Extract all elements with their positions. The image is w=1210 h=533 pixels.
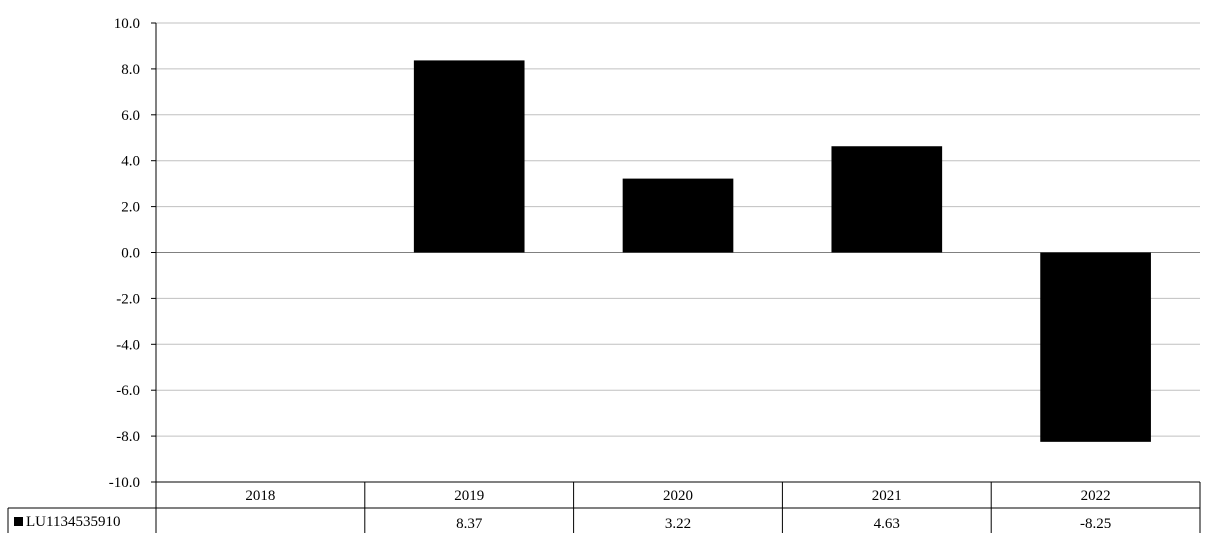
y-axis: 10.0 8.0 6.0 4.0 2.0 0.0 -2.0 -4.0 -6.0 -8.0 -10.0 xyxy=(109,16,157,491)
data-table: 2018 2019 2020 2021 2022 LU1134535910 8.37 3.22… xyxy=(7,481,1201,533)
data-table-value: 8.37 xyxy=(456,516,483,532)
legend-series-name: LU1134535910 xyxy=(26,514,120,530)
bar-2022 xyxy=(1040,252,1151,442)
y-tick-label: -10.0 xyxy=(109,475,140,491)
x-category-label: 2021 xyxy=(872,488,902,504)
x-category-label: 2020 xyxy=(663,488,693,504)
y-tick-label: 8.0 xyxy=(121,62,140,78)
y-tick-label: -8.0 xyxy=(116,429,140,445)
y-tick-label: 6.0 xyxy=(121,108,140,124)
bar-2019 xyxy=(413,60,525,253)
bar-2021 xyxy=(831,146,943,253)
x-category-label: 2022 xyxy=(1081,488,1111,504)
y-tick-label: 2.0 xyxy=(121,200,140,216)
bar-2020 xyxy=(622,178,734,253)
y-tick-label: -6.0 xyxy=(116,383,140,399)
y-tick-label: 4.0 xyxy=(121,154,140,170)
legend-key-icon xyxy=(14,517,23,526)
y-tick-label: 0.0 xyxy=(121,246,140,262)
y-tick-label: 10.0 xyxy=(114,16,140,32)
x-category-label: 2018 xyxy=(245,488,275,504)
data-table-value: -8.25 xyxy=(1080,516,1111,532)
data-table-value: 4.63 xyxy=(874,516,900,532)
bars xyxy=(413,60,1151,442)
x-category-label: 2019 xyxy=(454,488,484,504)
data-table-value: 3.22 xyxy=(665,516,691,532)
y-tick-label: -4.0 xyxy=(116,337,140,353)
y-tick-label: -2.0 xyxy=(116,291,140,307)
